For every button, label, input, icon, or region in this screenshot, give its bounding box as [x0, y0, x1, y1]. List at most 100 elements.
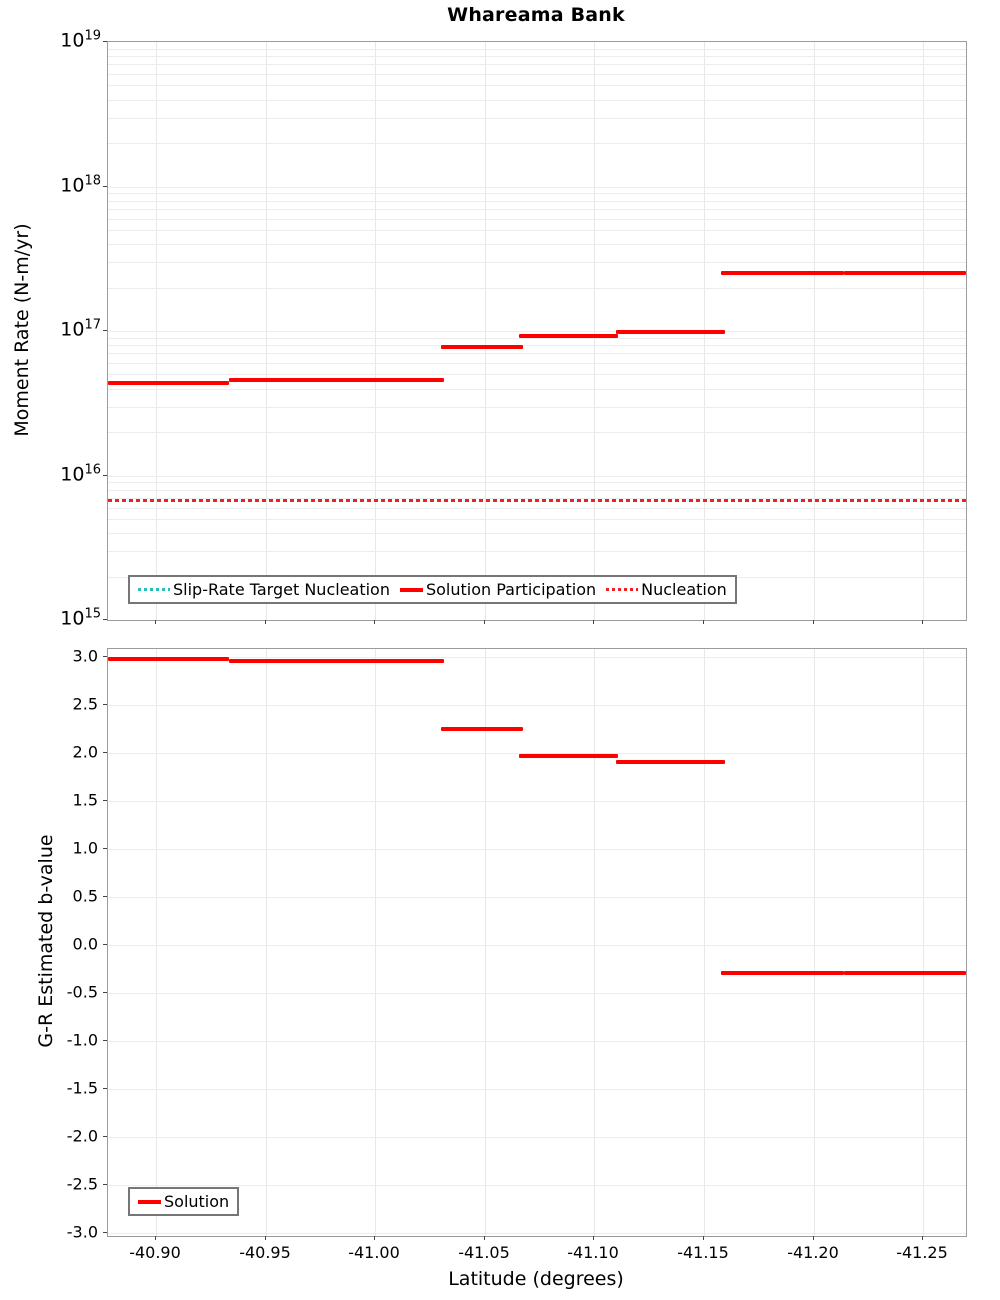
major-gridline	[108, 705, 966, 706]
x-tick-label: -41.10	[567, 1243, 619, 1262]
minor-gridline	[108, 49, 966, 50]
vertical-gridline	[923, 649, 924, 1236]
chart-title: Whareama Bank	[447, 4, 625, 26]
x-tick-mark	[374, 620, 375, 624]
minor-gridline	[108, 498, 966, 499]
x-tick-mark	[155, 1236, 156, 1240]
solution-segment	[616, 760, 725, 764]
y-tick-label-b-value: -1.0	[66, 1030, 98, 1050]
major-gridline	[108, 331, 966, 332]
x-tick-mark	[484, 1236, 485, 1240]
legend-entry-nucleation: Nucleation	[606, 580, 727, 599]
nucleation-line-icon	[606, 588, 639, 591]
solution-label: Solution	[164, 1192, 230, 1211]
solution-participation-segment	[844, 271, 966, 275]
latitude-axis-title: Latitude (degrees)	[448, 1268, 624, 1290]
x-tick-mark	[922, 1236, 923, 1240]
x-tick-label: -41.05	[458, 1243, 510, 1262]
x-tick-mark	[374, 1236, 375, 1240]
vertical-gridline	[485, 649, 486, 1236]
minor-gridline	[108, 288, 966, 289]
moment-rate-legend: Slip-Rate Target Nucleation Solution Par…	[128, 575, 737, 604]
y-tick-mark	[103, 330, 107, 331]
major-gridline	[108, 753, 966, 754]
minor-gridline	[108, 85, 966, 86]
x-tick-mark	[703, 1236, 704, 1240]
major-gridline	[108, 1185, 966, 1186]
minor-gridline	[108, 193, 966, 194]
moment-rate-axis-title: Moment Rate (N-m/yr)	[11, 223, 33, 437]
moment-rate-series-layer	[108, 42, 966, 620]
solution-participation-segment	[519, 334, 618, 338]
y-tick-mark	[103, 800, 107, 801]
minor-gridline	[108, 118, 966, 119]
legend-entry-solution-participation: Solution Participation	[399, 580, 597, 599]
y-tick-label-b-value: 0.5	[72, 886, 98, 906]
solution-line-icon	[138, 1199, 161, 1204]
x-tick-label: -41.20	[787, 1243, 839, 1262]
vertical-gridline	[156, 649, 157, 1236]
major-gridline	[108, 187, 966, 188]
minor-gridline	[108, 230, 966, 231]
minor-gridline	[108, 432, 966, 433]
solution-participation-segment	[229, 378, 444, 382]
x-tick-mark	[593, 1236, 594, 1240]
solution-participation-label: Solution Participation	[425, 580, 597, 599]
solution-segment	[844, 971, 966, 975]
y-tick-label-b-value: 1.0	[72, 838, 98, 858]
x-tick-mark	[484, 620, 485, 624]
y-tick-label-b-value: 0.0	[72, 934, 98, 954]
solution-participation-segment	[616, 330, 725, 334]
y-tick-mark	[103, 619, 107, 620]
moment-rate-gridlines	[108, 42, 966, 620]
y-tick-mark	[103, 1040, 107, 1041]
major-gridline	[108, 476, 966, 477]
minor-gridline	[108, 201, 966, 202]
minor-gridline	[108, 519, 966, 520]
major-gridline	[108, 849, 966, 850]
y-tick-mark	[103, 1232, 107, 1233]
major-gridline	[108, 993, 966, 994]
x-tick-label: -41.15	[677, 1243, 729, 1262]
solution-participation-segment	[441, 345, 523, 349]
minor-gridline	[108, 363, 966, 364]
y-tick-mark	[103, 1184, 107, 1185]
y-tick-mark	[103, 752, 107, 753]
x-tick-label: -41.25	[896, 1243, 948, 1262]
minor-gridline	[108, 389, 966, 390]
y-tick-mark	[103, 992, 107, 993]
minor-gridline	[108, 551, 966, 552]
y-tick-label-b-value: -0.5	[66, 982, 98, 1002]
y-tick-mark	[103, 41, 107, 42]
vertical-gridline	[704, 649, 705, 1236]
major-gridline	[108, 897, 966, 898]
minor-gridline	[108, 219, 966, 220]
minor-gridline	[108, 353, 966, 354]
y-tick-mark	[103, 896, 107, 897]
y-tick-label-b-value: -1.5	[66, 1078, 98, 1098]
major-gridline	[108, 1137, 966, 1138]
b-value-plot-area: Solution	[107, 648, 967, 1237]
major-gridline	[108, 1041, 966, 1042]
x-tick-label: -40.95	[239, 1243, 291, 1262]
minor-gridline	[108, 482, 966, 483]
y-tick-label-b-value: -2.5	[66, 1174, 98, 1194]
y-tick-label-b-value: -3.0	[66, 1222, 98, 1242]
b-value-axis-title: G-R Estimated b-value	[35, 834, 57, 1048]
x-tick-mark	[813, 1236, 814, 1240]
vertical-gridline	[266, 649, 267, 1236]
b-value-series-layer	[108, 649, 966, 1236]
x-tick-mark	[155, 620, 156, 624]
y-tick-mark	[103, 1088, 107, 1089]
minor-gridline	[108, 508, 966, 509]
y-tick-mark	[103, 848, 107, 849]
legend-entry-slip-rate-target-nucleation: Slip-Rate Target Nucleation	[138, 580, 390, 599]
y-tick-label-b-value: 2.5	[72, 694, 98, 714]
x-tick-mark	[265, 1236, 266, 1240]
b-value-gridlines	[108, 649, 966, 1236]
minor-gridline	[108, 490, 966, 491]
y-tick-mark	[103, 475, 107, 476]
y-tick-label-moment-rate: 1018	[60, 173, 101, 197]
minor-gridline	[108, 407, 966, 408]
